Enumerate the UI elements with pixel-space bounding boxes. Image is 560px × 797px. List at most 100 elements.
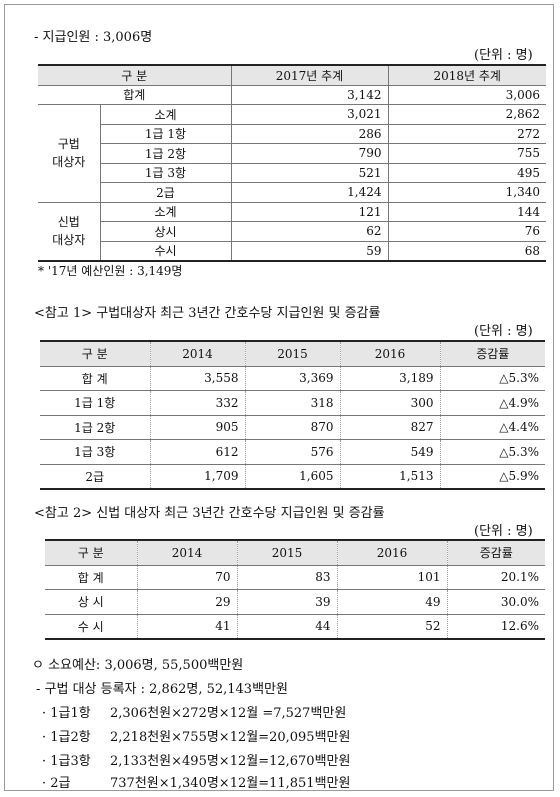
ref2-title: <참고 2> 신법 대상자 최근 3년간 간호수당 지급인원 및 증감률 [34,506,385,521]
cell-2016: 49 [337,589,448,615]
cell-2015: 870 [245,415,341,440]
budget-item-label: · 1급1항 [42,706,91,721]
table-row: 1급 3항 521 495 [38,163,546,183]
header-category: 구 분 [40,341,151,367]
cell-2018: 144 [388,202,546,222]
cell-rate: △4.9% [440,390,545,416]
cell-2017: 3,021 [231,104,389,125]
cell-2014: 332 [150,390,246,416]
table-row: 신법 대상자 소계 121 144 [38,202,546,262]
cell-2018: 1,340 [388,182,546,203]
table-row-total: 합계 3,142 3,006 [38,85,546,105]
cell-2017: 3,142 [231,85,389,105]
cell-2014: 70 [137,565,238,590]
row-label: 1급 1항 [40,390,151,416]
header-2015: 2015 [237,540,338,566]
header-2016: 2016 [340,341,441,367]
row-label: 합 계 [45,565,138,590]
row-label: 소계 [100,202,232,222]
cell-2015: 39 [237,589,338,615]
ref2-unit: (단위 : 명) [474,524,533,539]
row-label: 1급 3항 [100,163,232,183]
cell-2018: 755 [388,143,546,164]
header-category: 구 분 [38,65,232,86]
header-2014: 2014 [150,341,246,367]
cell-rate: △4.4% [440,415,545,440]
cell-rate: △5.9% [440,464,545,490]
budget-item-label: · 1급3항 [42,754,91,769]
table-row: 2급 1,424 1,340 [38,182,546,203]
budget-item-calc: 2,306천원×272명×12월 =7,527백만원 [110,706,347,721]
cell-2016: 300 [340,390,441,416]
cell-2016: 101 [337,565,448,590]
cell-2016: 1,513 [340,464,441,490]
table-row: 상 시 29 39 49 30.0% [45,589,545,615]
cell-2014: 29 [137,589,238,615]
header-2016: 2016 [337,540,448,566]
cell-2017: 62 [231,221,389,242]
row-label: 1급 2항 [100,143,232,164]
cell-2016: 3,189 [340,366,441,391]
row-label: 수시 [100,241,232,262]
header-2017: 2017년 추계 [231,65,389,86]
section1-heading: - 지급인원 : 3,006명 [34,30,153,45]
header-2014: 2014 [137,540,238,566]
table-row: 수시 59 68 [38,241,546,262]
cell-2014: 1,709 [150,464,246,490]
table-row: 상시 62 76 [38,221,546,242]
budget-item-label: · 2급 [42,776,71,791]
ref1-table: 구 분 2014 2015 2016 증감률 합 계 3,558 3,369 3… [40,340,545,490]
headcount-table: 구 분 2017년 추계 2018년 추계 합계 3,142 3,006 구법 대… [38,64,546,262]
cell-2018: 68 [388,241,546,262]
row-label: 상시 [100,221,232,242]
table-row: 구법 대상자 소계 3,021 2,862 [38,104,546,203]
cell-2015: 576 [245,439,341,465]
cell-2016: 827 [340,415,441,440]
row-label: 합 계 [40,366,151,391]
budget-subheading: - 구법 대상 등록자 : 2,862명, 52,143백만원 [36,682,288,697]
page-frame [4,4,554,791]
table-header-row: 구 분 2017년 추계 2018년 추계 [38,65,546,86]
table-row: 1급 1항 286 272 [38,124,546,144]
ref1-unit: (단위 : 명) [474,324,533,339]
table-header-row: 구 분 2014 2015 2016 증감률 [40,341,545,367]
cell-2014: 905 [150,415,246,440]
row-label: 수 시 [45,614,138,640]
table-row: 합 계 3,558 3,369 3,189 △5.3% [40,366,545,391]
table-row: 수 시 41 44 52 12.6% [45,614,545,640]
cell-2018: 76 [388,221,546,242]
cell-rate: △5.3% [440,439,545,465]
budget-heading: ㅇ 소요예산: 3,006명, 55,500백만원 [32,658,244,673]
cell-2015: 1,605 [245,464,341,490]
cell-2015: 83 [237,565,338,590]
header-2015: 2015 [245,341,341,367]
header-category: 구 분 [45,540,138,566]
table-row: 합 계 70 83 101 20.1% [45,565,545,590]
footnote: * '17년 예산인원 : 3,149명 [38,264,183,278]
cell-2014: 41 [137,614,238,640]
cell-2017: 286 [231,124,389,144]
cell-2015: 3,369 [245,366,341,391]
cell-rate: 30.0% [447,589,545,615]
row-label: 1급 2항 [40,415,151,440]
budget-item-calc: 2,133천원×495명×12월=12,670백만원 [110,754,351,769]
budget-item-label: · 1급2항 [42,730,91,745]
cell-2018: 272 [388,124,546,144]
row-label: 소계 [100,104,232,125]
ref1-title: <참고 1> 구법대상자 최근 3년간 간호수당 지급인원 및 증감률 [34,306,381,321]
cell-2018: 2,862 [388,104,546,125]
cell-2017: 1,424 [231,182,389,203]
cell-2017: 121 [231,202,389,222]
row-label: 상 시 [45,589,138,615]
cell-2017: 59 [231,241,389,262]
row-label: 2급 [40,464,151,490]
group-label-new-law: 신법 대상자 [38,202,101,262]
cell-2018: 495 [388,163,546,183]
cell-2017: 521 [231,163,389,183]
row-label: 합계 [38,85,232,105]
row-label: 2급 [100,182,232,203]
group-label-old-law: 구법 대상자 [38,104,101,203]
header-2018: 2018년 추계 [388,65,546,86]
table-row: 1급 1항 332 318 300 △4.9% [40,390,545,416]
header-rate: 증감률 [440,341,545,367]
